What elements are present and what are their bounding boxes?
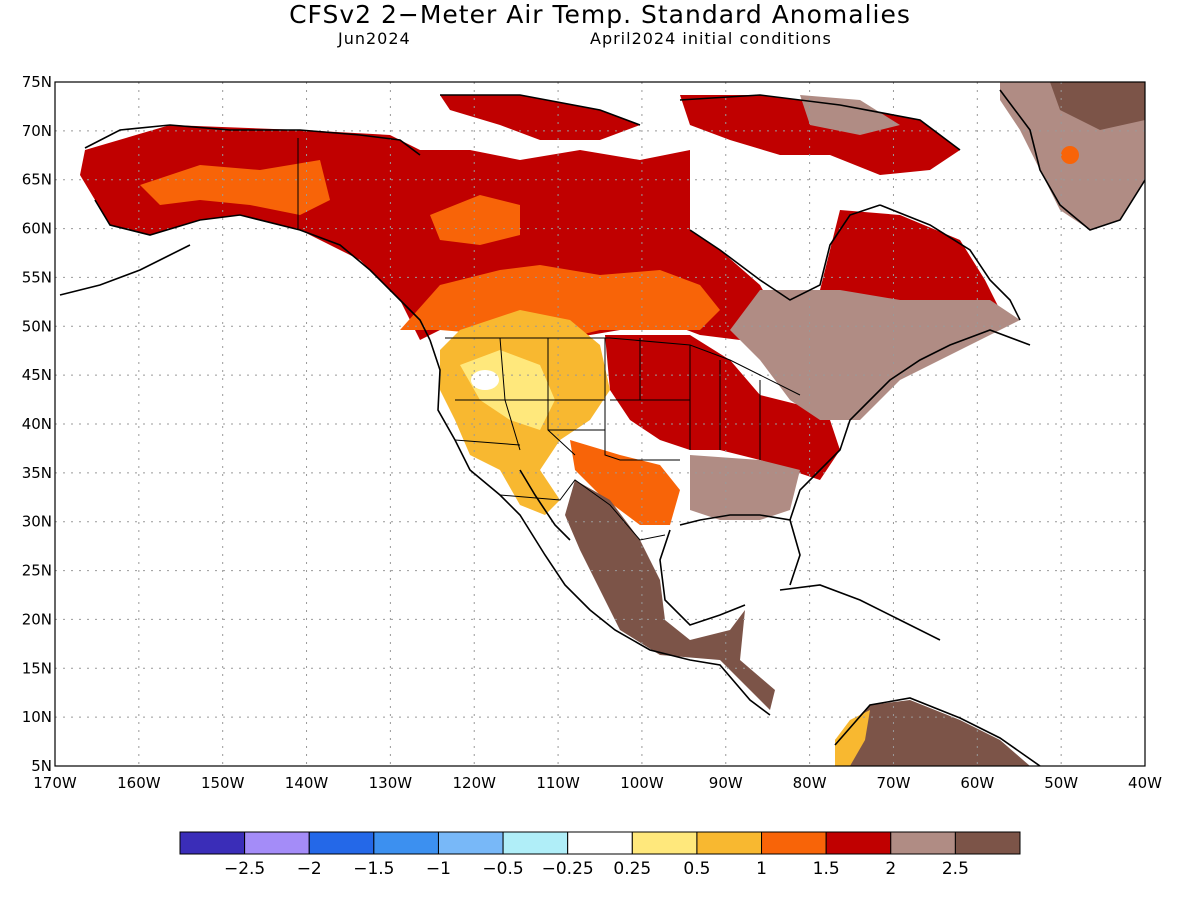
lon-tick-label: 130W — [369, 774, 413, 792]
lat-tick-label: 30N — [22, 513, 52, 531]
map-frame — [54, 81, 1146, 767]
coast-pacific — [429, 339, 771, 716]
colorbar-label: −2.5 — [224, 859, 265, 879]
shade-arctic-islands-red — [440, 95, 640, 140]
colorbar-label: −0.5 — [482, 859, 523, 879]
coast-labrador — [879, 204, 1021, 321]
coast-gulf-mexico — [679, 514, 801, 586]
coast-gulf-alaska — [94, 199, 431, 341]
shade-central-us-red — [605, 335, 840, 480]
lon-tick-label: 50W — [1044, 774, 1078, 792]
lat-tick-label: 75N — [22, 73, 52, 91]
shade-northeast-brown — [730, 290, 1020, 420]
colorbar-label: −1 — [426, 859, 451, 879]
coast-arctic-alaska — [84, 124, 421, 156]
lon-tick-label: 160W — [117, 774, 161, 792]
coast-arctic-archipelago — [440, 94, 961, 151]
chart-title: CFSv2 2−Meter Air Temp. Standard Anomali… — [289, 0, 911, 29]
colorbar-swatch — [567, 831, 633, 855]
shade-greenland-dark — [1050, 82, 1145, 130]
boundary-us-states — [454, 337, 761, 461]
coastlines — [59, 89, 1145, 766]
shade-southeast-brown — [690, 455, 800, 520]
lon-tick-label: 90W — [709, 774, 743, 792]
lon-tick-label: 110W — [536, 774, 580, 792]
coast-south-america — [834, 697, 1041, 766]
lat-tick-label: 35N — [22, 464, 52, 482]
coast-aleutians — [59, 244, 191, 296]
colorbar-label: 1 — [756, 859, 767, 879]
coast-caribbean-islands — [779, 584, 941, 641]
colorbar-label: 0.25 — [613, 859, 651, 879]
colorbar-swatch — [308, 831, 375, 855]
lon-tick-label: 120W — [452, 774, 496, 792]
lat-tick-label: 60N — [22, 220, 52, 238]
lon-tick-label: 60W — [960, 774, 994, 792]
colorbar-label: 1.5 — [813, 859, 840, 879]
colorbar-swatch — [179, 831, 246, 855]
lat-tick-label: 65N — [22, 171, 52, 189]
colorbar-label: −1.5 — [353, 859, 394, 879]
colorbar-swatch — [890, 831, 956, 855]
colorbar-swatch — [502, 831, 569, 855]
colorbar-swatch — [761, 831, 827, 855]
boundary-us-canada — [445, 337, 801, 396]
lon-tick-label: 40W — [1128, 774, 1162, 792]
colorbar-label: 0.5 — [683, 859, 710, 879]
colorbar-swatch — [244, 831, 310, 855]
colorbar-label: 2 — [885, 859, 896, 879]
lat-tick-label: 45N — [22, 366, 52, 384]
boundary-us-mexico — [499, 479, 666, 541]
political-boundaries — [297, 138, 801, 541]
lon-tick-label: 140W — [285, 774, 329, 792]
lat-tick-label: 55N — [22, 268, 52, 286]
lat-tick-label: 10N — [22, 708, 52, 726]
colorbar-swatch — [825, 831, 892, 855]
coast-hudson-bay — [689, 204, 881, 301]
shade-colombia-gold — [835, 710, 870, 766]
colorbar-swatch — [696, 831, 763, 855]
colorbar — [179, 831, 1021, 855]
lat-tick-label: 70N — [22, 122, 52, 140]
lon-tick-label: 100W — [620, 774, 664, 792]
colorbar-label: 2.5 — [942, 859, 969, 879]
lat-tick-label: 20N — [22, 610, 52, 628]
colorbar-swatch — [631, 831, 698, 855]
colorbar-labels: −2.5 −2 −1.5 −1 −0.5 −0.25 0.25 0.5 1 1.5 2 2.5 — [224, 859, 969, 879]
lon-tick-label: 170W — [33, 774, 77, 792]
initial-conditions-label: April2024 initial conditions — [590, 29, 832, 48]
shade-nwt-orange — [430, 195, 520, 245]
colorbar-swatch — [373, 831, 439, 855]
latitude-labels: 75N 70N 65N 60N 55N 50N 45N 40N 35N 30N 25N 20N 15N 1… — [22, 73, 52, 775]
shade-great-basin-yellow — [460, 350, 555, 430]
shade-texas-orange — [570, 440, 680, 525]
colorbar-label: −0.25 — [542, 859, 594, 879]
map-grid — [55, 82, 1145, 766]
lat-tick-label: 40N — [22, 415, 52, 433]
valid-month-label: Jun2024 — [338, 29, 411, 48]
shade-south-america-brown — [835, 700, 1030, 766]
lat-tick-label: 50N — [22, 317, 52, 335]
lat-tick-label: 15N — [22, 659, 52, 677]
shade-alaska-orange — [140, 160, 330, 215]
lon-tick-label: 150W — [201, 774, 245, 792]
lon-tick-label: 70W — [877, 774, 911, 792]
colorbar-swatch — [954, 831, 1021, 855]
coast-western-gulf — [659, 529, 746, 626]
lat-tick-label: 5N — [31, 757, 52, 775]
longitude-labels: 170W 160W 150W 140W 130W 120W 110W 100W 90W 80W 70… — [33, 774, 1162, 792]
lon-tick-label: 80W — [793, 774, 827, 792]
colorbar-swatch — [437, 831, 504, 855]
shade-mexico-brown — [565, 480, 775, 710]
colorbar-label: −2 — [297, 859, 322, 879]
coast-greenland — [999, 89, 1145, 231]
shade-white-spot — [471, 370, 499, 390]
coast-gulf-california — [519, 469, 571, 541]
lat-tick-label: 25N — [22, 562, 52, 580]
shade-prairie-orange — [400, 265, 720, 340]
coast-atlantic — [789, 329, 1031, 521]
shade-arctic-brown — [800, 95, 900, 135]
shade-greenland-hotspot — [1061, 146, 1079, 164]
